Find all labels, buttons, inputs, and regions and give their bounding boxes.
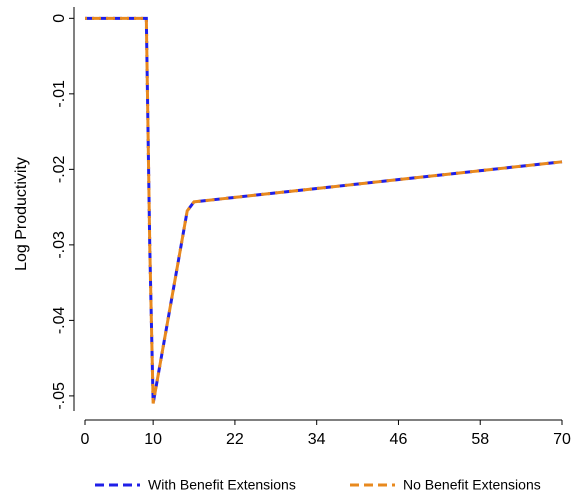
y-tick-label: -.05 [51, 382, 68, 410]
x-tick-label: 10 [144, 431, 162, 448]
data-line [85, 16, 563, 404]
y-tick-label: -.01 [51, 80, 68, 108]
y-tick-label: -.03 [51, 231, 68, 259]
x-tick-label: 70 [553, 431, 571, 448]
legend-label: With Benefit Extensions [148, 477, 296, 493]
x-tick-label: 58 [471, 431, 489, 448]
x-tick-label: 22 [226, 431, 244, 448]
y-tick-label: 0 [51, 14, 68, 23]
x-tick-label: 34 [308, 431, 326, 448]
y-tick-label: -.02 [51, 155, 68, 183]
legend-label: No Benefit Extensions [403, 477, 541, 493]
data-line [85, 16, 563, 404]
x-tick-label: 0 [81, 431, 90, 448]
x-tick-label: 46 [390, 431, 408, 448]
y-tick-label: -.04 [51, 307, 68, 335]
y-axis-label: Log Productivity [13, 157, 30, 271]
